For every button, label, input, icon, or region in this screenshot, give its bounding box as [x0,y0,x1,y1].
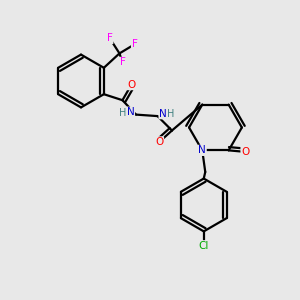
Text: F: F [107,33,113,43]
Text: O: O [241,147,249,157]
Text: F: F [131,39,137,50]
Text: N: N [127,107,134,117]
Text: O: O [127,80,136,90]
Text: N: N [198,146,206,155]
Text: F: F [119,57,125,68]
Text: O: O [155,137,164,147]
Text: Cl: Cl [199,241,209,251]
Text: H: H [167,109,175,119]
Text: N: N [159,109,167,119]
Text: H: H [119,108,126,118]
